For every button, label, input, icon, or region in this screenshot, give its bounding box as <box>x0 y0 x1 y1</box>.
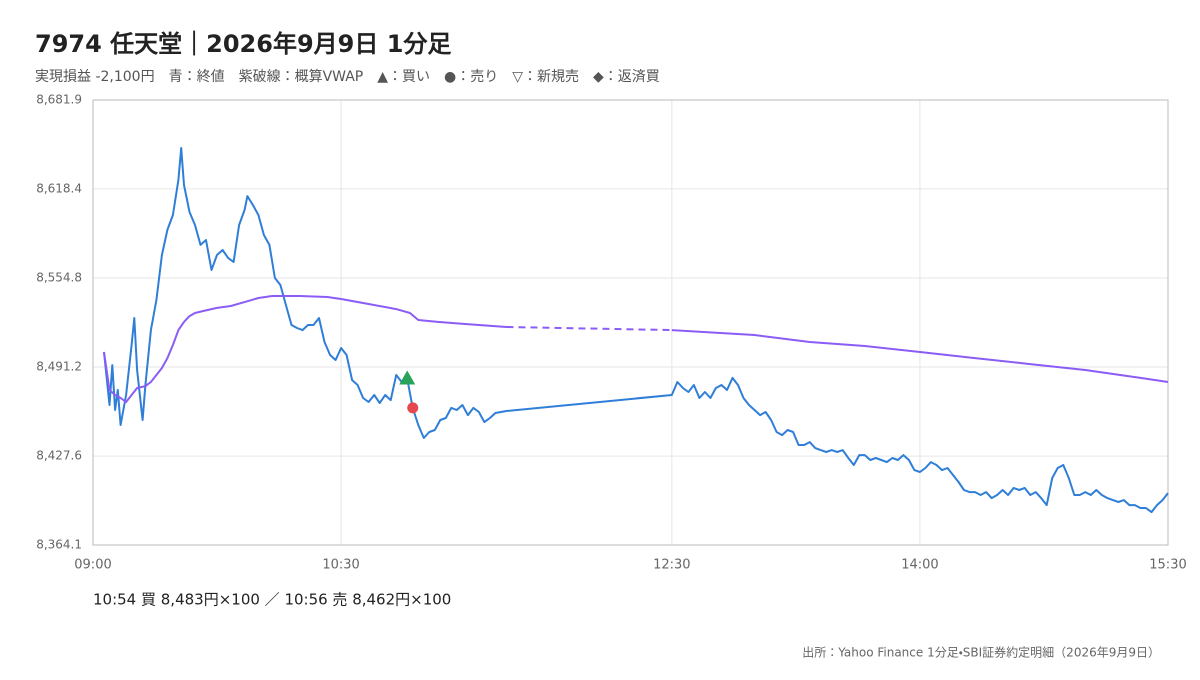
subtitle: 実現損益 -2,100円 青：終値 紫破線：概算VWAP ▲：買い ●：売り ▽… <box>35 69 660 85</box>
x-tick-label: 15:30 <box>1149 558 1186 573</box>
y-tick-label: 8,427.6 <box>36 449 82 463</box>
x-tick-label: 12:30 <box>653 558 690 573</box>
y-tick-label: 8,618.4 <box>36 181 82 195</box>
x-tick-label: 14:00 <box>901 558 938 573</box>
y-tick-label: 8,364.1 <box>36 538 82 552</box>
sell-marker <box>407 402 419 414</box>
chart-title: 7974 任天堂｜2026年9月9日 1分足 <box>35 30 451 58</box>
vwap-line <box>671 329 1169 383</box>
buy-marker <box>399 370 416 385</box>
vwap-line <box>103 295 507 403</box>
y-tick-label: 8,491.2 <box>36 360 82 374</box>
source: 出所：Yahoo Finance 1分足・SBI証券約定明細（2026年9月9日… <box>802 645 1160 660</box>
plot-frame <box>92 99 1169 546</box>
x-tick-label: 10:30 <box>322 558 359 573</box>
session-gap-connector <box>506 325 672 332</box>
y-tick-label: 8,681.9 <box>36 93 82 107</box>
y-tick-label: 8,554.8 <box>36 270 82 284</box>
x-tick-label: 09:00 <box>74 558 111 573</box>
trade-note: 10:54 買 8,483円×100 ／ 10:56 売 8,462円×100 <box>93 591 451 609</box>
price-line <box>103 147 1169 514</box>
